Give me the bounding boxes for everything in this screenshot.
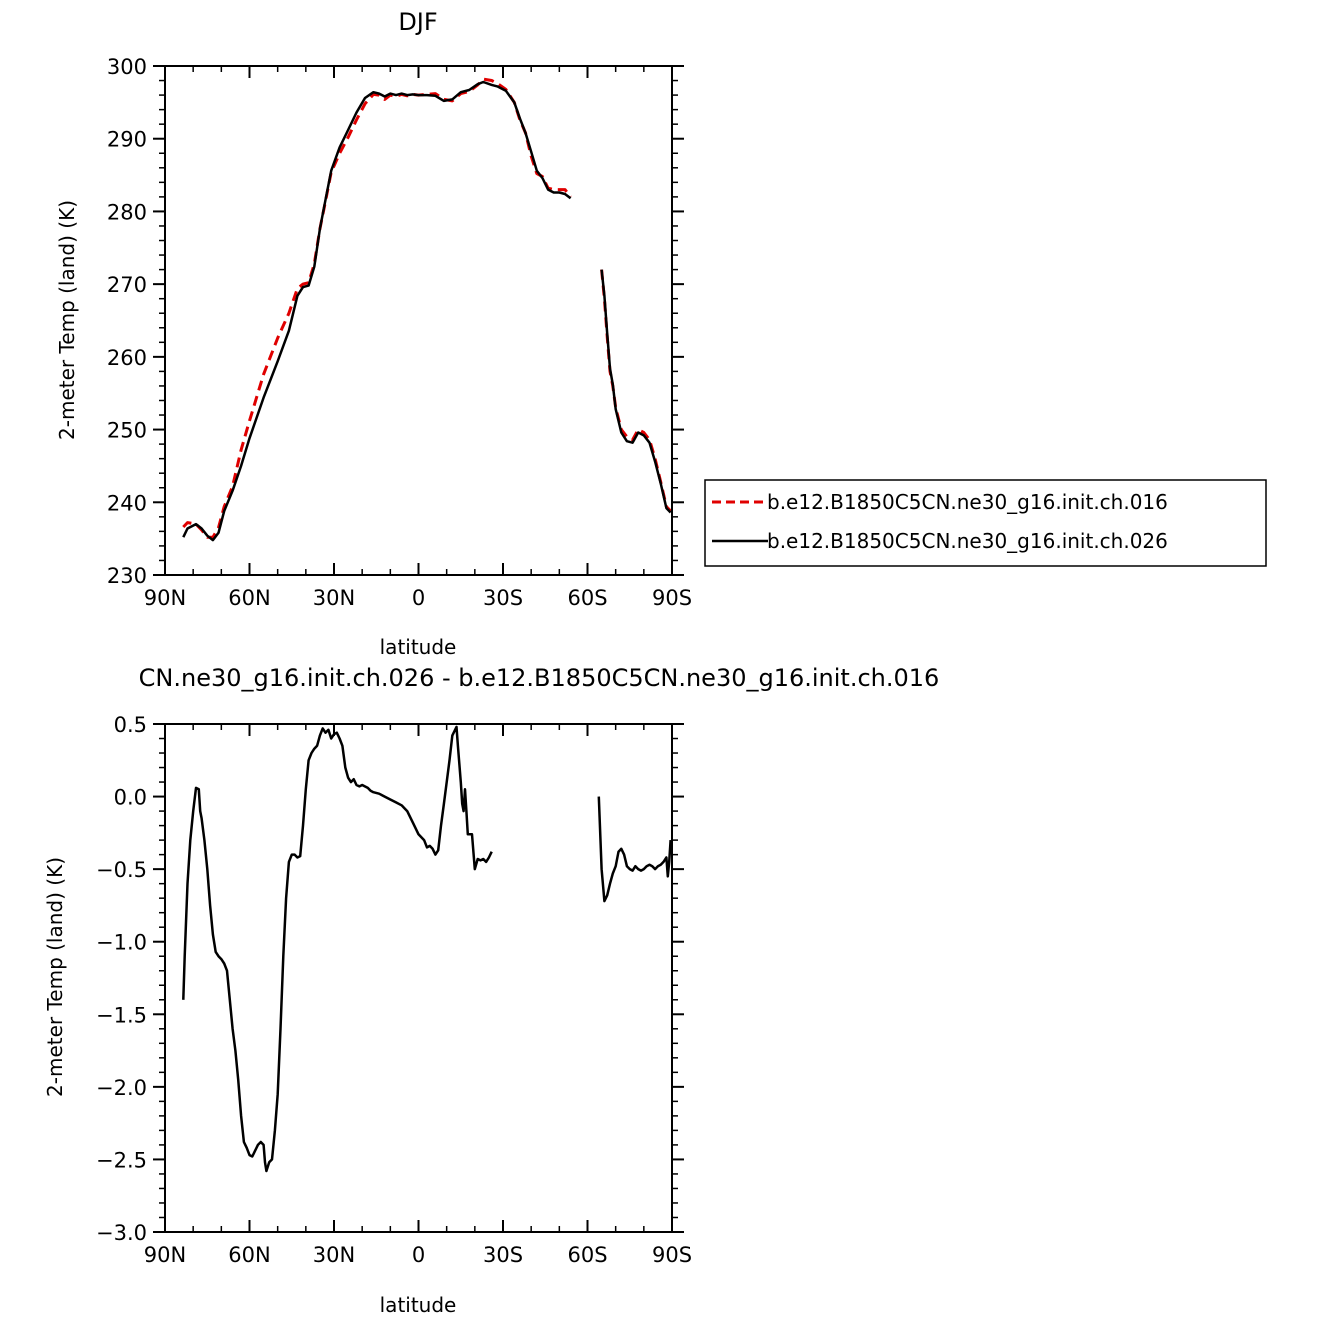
x-tick-label-1-6: 90S [652, 1243, 692, 1267]
x-tick-label-0-0: 90N [144, 586, 186, 610]
series-line-0-1-0 [182, 80, 572, 542]
y-tick-label-0-1: 240 [107, 491, 147, 515]
top-panel-curves [182, 77, 672, 542]
y-tick-label-1-4: −1.0 [96, 931, 147, 955]
legend-label-026: b.e12.B1850C5CN.ne30_g16.init.ch.026 [767, 529, 1168, 553]
x-tick-label-0-5: 60S [567, 586, 607, 610]
series-line-0-1-1 [600, 269, 672, 514]
x-tick-label-0-2: 30N [313, 586, 355, 610]
top-panel-ticks: 90N 60N 30N 0 30S 60S 90S 230 240 250 260 270 280 290… [107, 55, 692, 610]
y-tick-label-0-3: 260 [107, 346, 147, 370]
x-tick-label-1-4: 30S [483, 1243, 523, 1267]
y-tick-label-0-2: 250 [107, 419, 147, 443]
bottom-panel-curves [182, 725, 672, 1173]
x-tick-label-1-3: 0 [412, 1243, 425, 1267]
legend-box [704, 479, 1267, 567]
series-line-1-0-1 [597, 796, 672, 903]
x-tick-label-1-5: 60S [567, 1243, 607, 1267]
x-tick-label-1-1: 60N [228, 1243, 270, 1267]
x-tick-label-0-1: 60N [228, 586, 270, 610]
y-tick-label-1-7: 0.5 [114, 713, 147, 737]
y-tick-label-0-7: 300 [107, 55, 147, 79]
bottom-panel: CN.ne30_g16.init.ch.026 - b.e12.B1850C5C… [43, 664, 939, 1317]
y-tick-label-1-3: −1.5 [96, 1003, 147, 1027]
x-tick-label-1-2: 30N [313, 1243, 355, 1267]
x-tick-label-1-0: 90N [144, 1243, 186, 1267]
y-tick-label-1-0: −3.0 [96, 1221, 147, 1245]
legend-label-016: b.e12.B1850C5CN.ne30_g16.init.ch.016 [767, 490, 1168, 514]
y-tick-label-1-6: 0.0 [114, 786, 147, 810]
x-tick-label-0-4: 30S [483, 586, 523, 610]
y-axis-title-bottom: 2-meter Temp (land) (K) [43, 857, 67, 1097]
chart-title-top: DJF [398, 8, 437, 36]
plot-frame-top [164, 65, 673, 576]
y-tick-label-1-1: −2.5 [96, 1148, 147, 1172]
y-tick-label-1-2: −2.0 [96, 1076, 147, 1100]
x-tick-label-0-6: 90S [652, 586, 692, 610]
chart-title-bottom: CN.ne30_g16.init.ch.026 - b.e12.B1850C5C… [139, 664, 940, 692]
plot-frame-bottom [164, 723, 673, 1233]
x-tick-label-0-3: 0 [412, 586, 425, 610]
series-line-0-0-1 [600, 269, 672, 513]
bottom-panel-ticks: 90N 60N 30N 0 30S 60S 90S −3.0 −2.5 −2.0 −1.5 −1.0 −… [96, 713, 692, 1267]
y-tick-label-0-4: 270 [107, 273, 147, 297]
y-tick-label-0-0: 230 [107, 564, 147, 588]
y-tick-label-0-5: 280 [107, 200, 147, 224]
series-line-1-0-0 [182, 725, 493, 1173]
y-tick-label-1-5: −0.5 [96, 858, 147, 882]
x-axis-title-bottom: latitude [380, 1293, 457, 1317]
legend: b.e12.B1850C5CN.ne30_g16.init.ch.016 b.e… [704, 479, 1267, 567]
x-axis-title-top: latitude [380, 635, 457, 659]
y-axis-title-top: 2-meter Temp (land) (K) [55, 200, 79, 440]
top-panel: DJF 90N 60N 30N 0 30S 60S 90S 230 240 250 260 270 28… [55, 8, 1267, 659]
y-tick-label-0-6: 290 [107, 128, 147, 152]
